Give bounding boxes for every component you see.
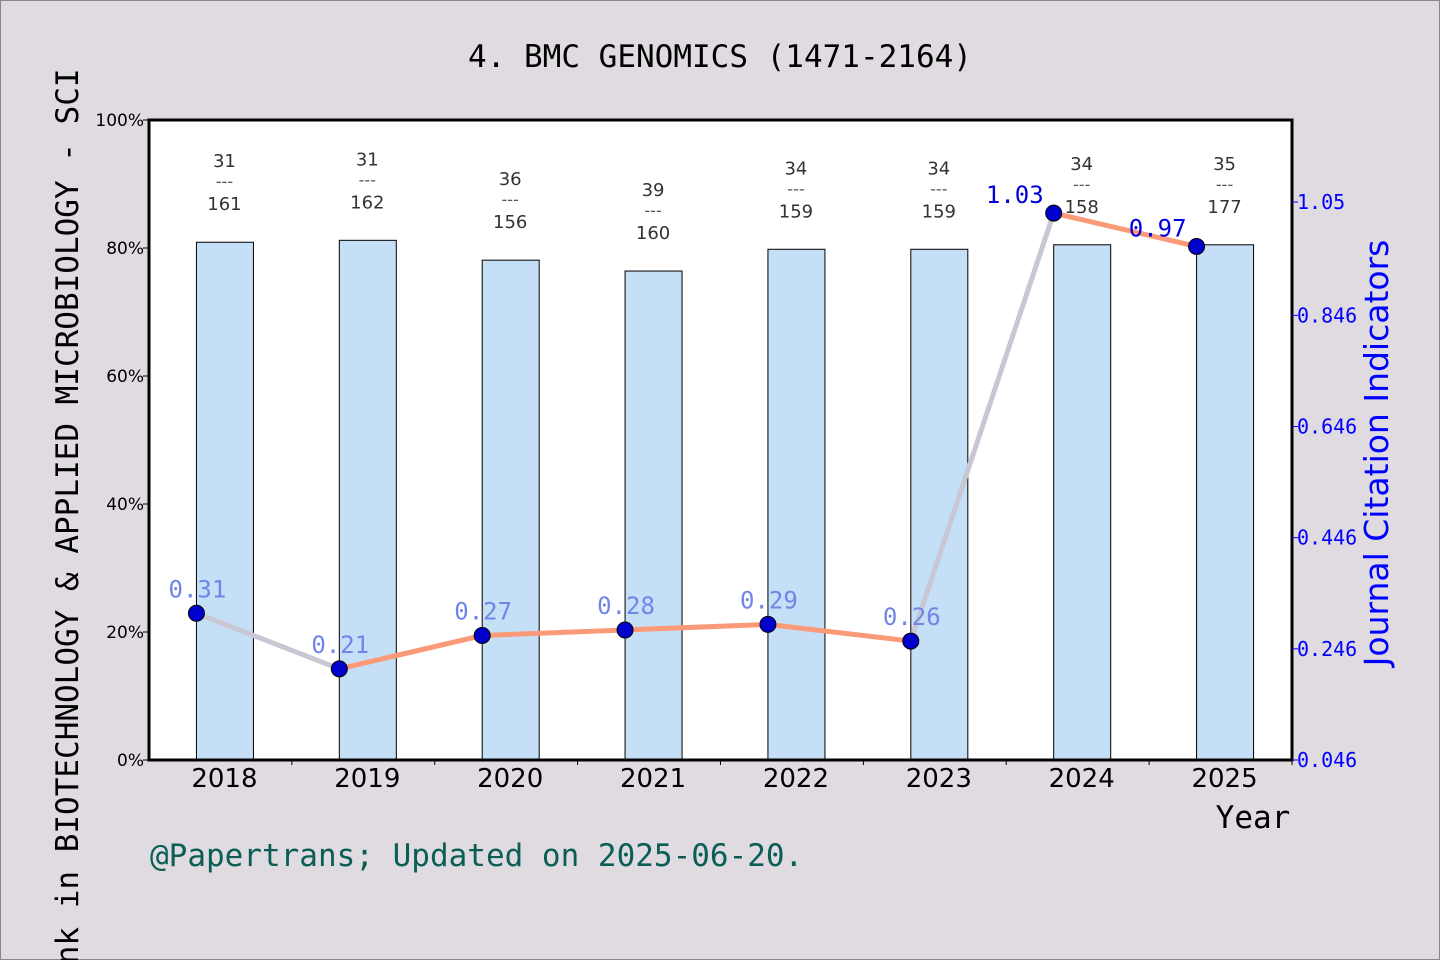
bar-rank-label: 39	[642, 180, 665, 201]
x-tick-label: 2023	[906, 764, 972, 794]
bar-separator: ---	[787, 179, 804, 198]
x-tick-label: 2024	[1049, 764, 1115, 794]
bar-rank-label: 34	[1070, 154, 1093, 175]
point-value-label: 0.27	[454, 598, 512, 626]
x-tick-label: 2019	[334, 764, 400, 794]
x-tick-label: 2021	[620, 764, 686, 794]
line-segment	[767, 621, 912, 644]
bar-rank-label: 34	[927, 158, 950, 179]
x-axis-label: Year	[1216, 800, 1291, 836]
line-segment	[482, 627, 626, 639]
bar-separator: ---	[1216, 175, 1233, 194]
bar-total-label: 161	[207, 194, 241, 215]
point-marker-2024	[1045, 204, 1063, 222]
bar-total-label: 160	[636, 223, 670, 244]
point-value-label: 1.03	[986, 181, 1044, 209]
chart-title: 4. BMC GENOMICS (1471-2164)	[468, 39, 972, 75]
point-marker-2018	[187, 604, 205, 622]
bar-2025	[1196, 244, 1255, 761]
bar-2024	[1053, 244, 1112, 761]
bar-total-label: 159	[779, 201, 813, 222]
point-marker-2021	[616, 621, 634, 639]
bar-rank-label: 34	[784, 158, 807, 179]
right-tick-label: 0.246	[1297, 637, 1357, 661]
bar-total-label: 158	[1065, 197, 1099, 218]
bar-2023	[910, 248, 969, 761]
point-marker-2023	[902, 632, 920, 650]
point-marker-2022	[759, 615, 777, 633]
point-value-label: 0.97	[1129, 214, 1187, 242]
bar-2019	[338, 239, 397, 761]
bar-total-label: 177	[1207, 197, 1241, 218]
footer-credit: @Papertrans; Updated on 2025-06-20.	[150, 838, 803, 874]
bar-separator: ---	[216, 172, 233, 191]
left-tick-label: 60%	[106, 367, 144, 387]
point-marker-2025	[1188, 237, 1206, 255]
point-value-label: 0.21	[311, 631, 369, 659]
right-tick-label: 0.446	[1297, 526, 1357, 550]
left-tick-label: 100%	[95, 111, 144, 131]
line-segment	[624, 621, 769, 633]
line-segment	[908, 212, 1057, 642]
right-tick-label: 0.646	[1297, 415, 1357, 439]
bar-2022	[767, 248, 826, 761]
bar-separator: ---	[1073, 175, 1090, 194]
left-tick-label: 40%	[106, 495, 144, 515]
left-tick-label: 80%	[106, 239, 144, 259]
point-marker-2019	[330, 660, 348, 678]
point-value-label: 0.28	[597, 592, 655, 620]
x-tick-label: 2018	[191, 764, 257, 794]
point-value-label: 0.31	[169, 575, 227, 603]
point-value-label: 0.29	[740, 586, 798, 614]
bar-separator: ---	[502, 190, 519, 209]
line-segment	[338, 633, 483, 672]
bar-separator: ---	[359, 170, 376, 189]
left-tick-label: 20%	[106, 623, 144, 643]
line-segment	[1053, 210, 1198, 249]
bar-total-label: 159	[922, 201, 956, 222]
bar-2020	[481, 259, 540, 761]
x-tick-label: 2022	[763, 764, 829, 794]
right-tick-label: 0.846	[1297, 303, 1357, 327]
bar-separator: ---	[930, 179, 947, 198]
x-tick-label: 2025	[1191, 764, 1257, 794]
left-tick-label: 0%	[117, 751, 144, 771]
bar-rank-label: 31	[213, 151, 236, 172]
right-tick-label: 0.046	[1297, 748, 1357, 772]
bar-2021	[624, 270, 683, 761]
bar-2018	[195, 241, 254, 761]
right-axis-label: Journal Citation Indicators	[1357, 240, 1396, 669]
point-value-label: 0.26	[883, 603, 941, 631]
bar-total-label: 162	[350, 192, 384, 213]
point-marker-2020	[473, 627, 491, 645]
bar-rank-label: 36	[499, 169, 522, 190]
bar-rank-label: 35	[1213, 154, 1236, 175]
bar-total-label: 156	[493, 212, 527, 233]
line-segment	[195, 610, 341, 672]
left-axis-label: Rank in BIOTECHNOLOGY & APPLIED MICROBIO…	[50, 68, 86, 960]
x-tick-label: 2020	[477, 764, 543, 794]
bar-rank-label: 31	[356, 149, 379, 170]
right-tick-label: 1.05	[1297, 190, 1345, 214]
bar-separator: ---	[644, 201, 661, 220]
